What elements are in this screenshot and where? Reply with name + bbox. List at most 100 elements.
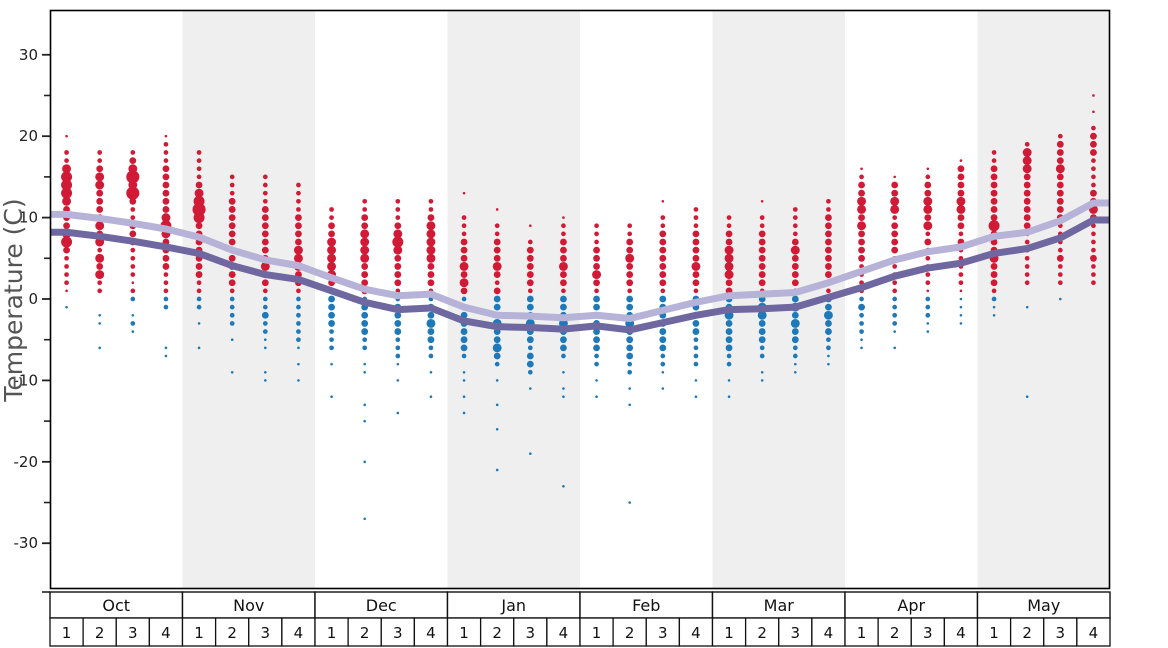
- high-temp-dot: [64, 158, 69, 163]
- week-cell[interactable]: [877, 617, 912, 647]
- high-temp-dot: [529, 224, 532, 228]
- month-cell-mar[interactable]: [711, 591, 846, 619]
- high-temp-dot: [926, 167, 930, 171]
- high-temp-dot: [594, 223, 599, 229]
- week-cell[interactable]: [645, 617, 681, 647]
- high-temp-dot: [130, 215, 136, 220]
- week-cell[interactable]: [546, 617, 581, 647]
- low-temp-dot: [562, 370, 565, 374]
- high-temp-dot: [724, 253, 734, 263]
- high-temp-dot: [97, 280, 103, 286]
- high-temp-dot: [691, 261, 701, 271]
- high-temp-dot: [361, 222, 369, 230]
- month-cell-feb[interactable]: [579, 591, 714, 619]
- low-temp-dot: [594, 361, 599, 367]
- high-temp-dot: [956, 205, 966, 214]
- low-temp-dot: [660, 353, 666, 359]
- low-temp-dot: [526, 303, 534, 311]
- high-temp-dot: [860, 167, 863, 171]
- high-temp-dot: [659, 279, 667, 287]
- low-temp-dot: [131, 313, 135, 317]
- week-cell[interactable]: [910, 617, 946, 647]
- high-temp-dot: [228, 271, 236, 278]
- low-temp-dot: [792, 345, 798, 351]
- low-temp-dot: [826, 345, 831, 351]
- month-cell-apr[interactable]: [844, 591, 979, 619]
- low-temp-dot: [493, 336, 501, 344]
- low-temp-dot: [823, 310, 833, 320]
- low-temp-dot: [626, 336, 634, 344]
- month-cell-oct[interactable]: [49, 591, 184, 619]
- high-temp-dot: [295, 222, 302, 230]
- low-temp-dot: [329, 337, 334, 343]
- high-temp-dot: [857, 196, 867, 206]
- high-temp-dot: [1091, 264, 1096, 269]
- week-label: 4: [691, 624, 701, 642]
- low-temp-dot: [593, 344, 600, 352]
- high-temp-dot: [892, 264, 898, 269]
- low-temp-dot: [627, 361, 633, 367]
- low-temp-dot: [790, 318, 800, 328]
- low-temp-dot: [527, 369, 533, 375]
- low-temp-dot: [131, 330, 135, 333]
- high-temp-dot: [328, 222, 335, 230]
- y-tick-label: 0: [28, 290, 38, 308]
- low-temp-dot: [428, 353, 434, 359]
- high-temp-dot: [959, 159, 963, 162]
- week-cell[interactable]: [115, 617, 151, 647]
- high-temp-dot: [64, 264, 69, 269]
- high-temp-dot: [162, 189, 170, 197]
- low-temp-dot: [560, 303, 567, 311]
- week-cell[interactable]: [446, 617, 482, 647]
- week-label: 1: [857, 624, 867, 642]
- month-label: Apr: [897, 596, 925, 615]
- low-temp-dot: [163, 304, 169, 310]
- week-cell[interactable]: [1009, 617, 1045, 647]
- week-cell[interactable]: [49, 617, 84, 647]
- week-cell[interactable]: [612, 617, 647, 647]
- high-temp-dot: [724, 261, 734, 271]
- high-temp-dot: [162, 263, 170, 270]
- high-temp-dot: [561, 231, 566, 237]
- high-temp-dot: [229, 190, 235, 196]
- low-temp-dot: [262, 329, 268, 334]
- week-cell[interactable]: [778, 617, 813, 647]
- week-cell[interactable]: [181, 617, 217, 647]
- high-temp-dot: [261, 214, 269, 221]
- average-low-polyline: [50, 216, 1110, 334]
- week-cell[interactable]: [579, 617, 614, 647]
- week-header-row: 1 2 3 4 1 2 3 4 1 2 3 4 1 2 3 4 1 2 3 4 1 2 3 4 1 2 3 4 1 2 3 4: [49, 617, 1111, 647]
- low-temp-dot: [230, 370, 234, 374]
- week-cell[interactable]: [380, 617, 416, 647]
- high-temp-dot: [593, 246, 600, 254]
- high-temp-dot: [560, 271, 567, 278]
- week-cell[interactable]: [678, 617, 714, 647]
- week-cell[interactable]: [413, 617, 449, 647]
- high-temp-dot: [758, 254, 766, 262]
- week-cell[interactable]: [347, 617, 382, 647]
- high-temp-dot: [129, 230, 137, 238]
- week-cell[interactable]: [1076, 617, 1111, 647]
- high-temp-dot: [1056, 181, 1064, 189]
- high-temp-dot: [394, 254, 402, 262]
- high-temp-dot: [659, 254, 667, 262]
- low-temp-dot: [164, 346, 168, 350]
- high-temp-dot: [826, 198, 831, 204]
- low-temperature-dots: [65, 295, 1062, 521]
- week-cell[interactable]: [82, 617, 117, 647]
- high-temp-dot: [163, 150, 169, 155]
- low-temp-dot: [692, 328, 700, 335]
- low-temp-dot: [926, 322, 930, 325]
- low-temp-dot: [991, 296, 997, 302]
- average-high-polyline: [50, 199, 1110, 323]
- low-temp-dot: [693, 361, 699, 367]
- month-cell-dec[interactable]: [314, 591, 449, 619]
- low-temp-dot: [296, 337, 301, 343]
- high-temp-dot: [428, 198, 434, 204]
- high-temp-dot: [594, 288, 599, 294]
- week-cell[interactable]: [744, 617, 780, 647]
- high-temp-dot: [725, 279, 733, 287]
- high-temp-dot: [393, 245, 403, 255]
- high-temp-dot: [661, 200, 665, 203]
- low-temp-dot: [98, 346, 101, 350]
